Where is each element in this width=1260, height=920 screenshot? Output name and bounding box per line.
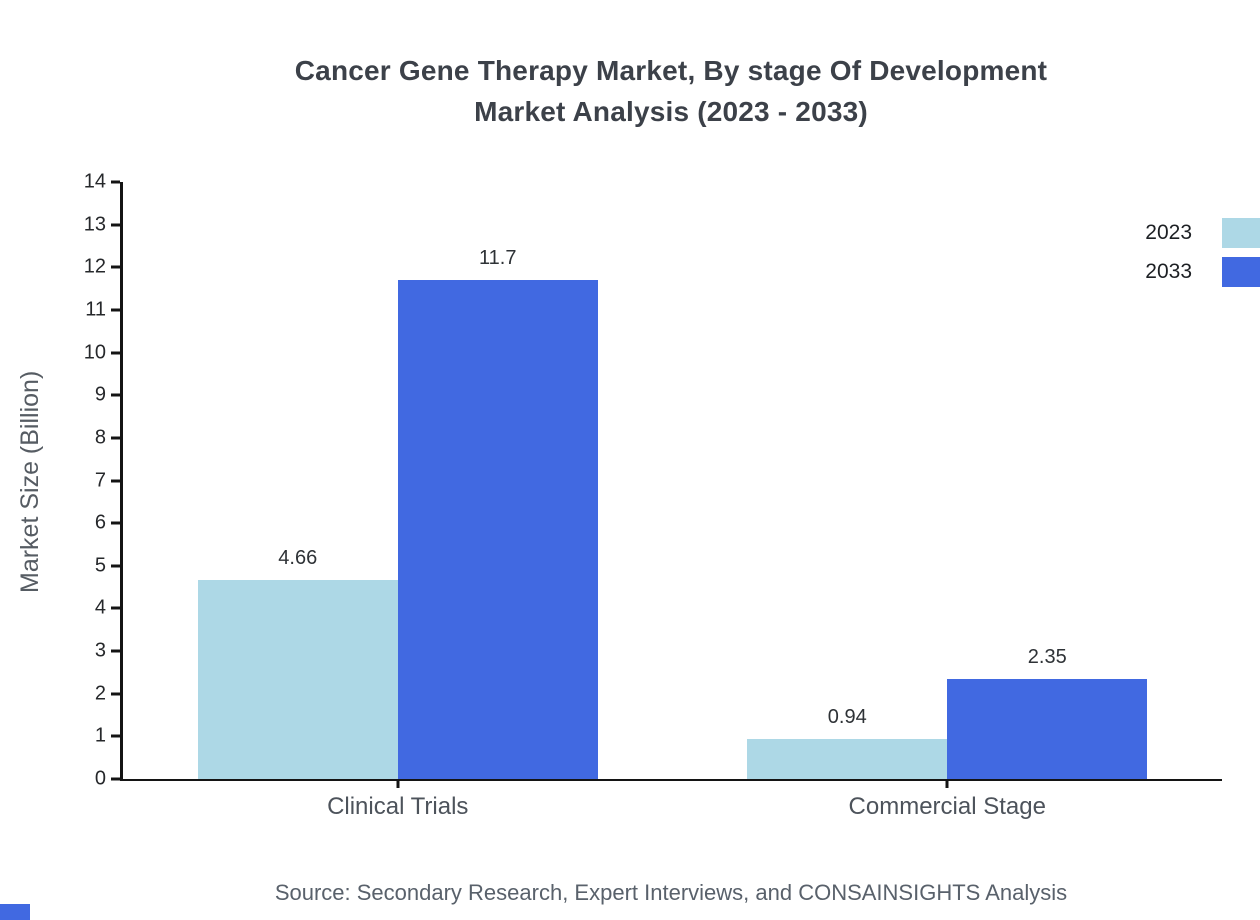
y-tick-mark [111,606,120,610]
y-tick-mark [111,351,120,355]
y-tick-mark [111,436,120,440]
corner-accent [0,904,30,920]
y-tick-label: 13 [83,213,106,236]
y-tick-mark [111,393,120,397]
source-note: Source: Secondary Research, Expert Inter… [274,880,1068,905]
bar-2033-clinical-trials [397,280,598,779]
bar-2023-commercial-stage [747,738,948,779]
y-tick-label: 9 [94,383,106,406]
legend-swatch-icon [1222,218,1260,248]
bar-value-label: 4.66 [278,547,318,570]
legend-label: 2033 [1145,260,1192,283]
y-tick-mark [111,777,120,781]
y-tick-mark [111,265,120,269]
chart-title-line2: Market Analysis (2023 - 2033) [474,96,868,127]
y-tick-label: 4 [94,596,106,619]
y-tick-mark [111,223,120,227]
chart-title: Cancer Gene Therapy Market, By stage Of … [120,50,1222,132]
bar-2023-clinical-trials [197,580,398,779]
y-tick-label: 8 [94,426,106,449]
bar-value-label: 2.35 [1027,645,1067,668]
y-tick-label: 14 [83,170,106,193]
y-tick-label: 6 [94,511,106,534]
y-tick-mark [111,180,120,184]
y-tick-label: 5 [94,554,106,577]
legend: 2023 2033 [1145,218,1260,287]
y-tick-mark [111,521,120,525]
y-tick-mark [111,564,120,568]
y-axis-label: Market Size (Billion) [16,370,44,593]
y-tick-label: 10 [83,341,106,364]
bar-value-label: 11.7 [479,247,517,270]
legend-item-2023: 2023 [1145,218,1260,248]
legend-item-2033: 2033 [1145,257,1260,287]
legend-label: 2023 [1145,221,1192,244]
x-tick-label: Clinical Trials [327,793,469,820]
y-tick-mark [111,692,120,696]
y-tick-label: 1 [94,724,106,747]
y-tick-label: 12 [83,255,106,278]
y-tick-mark [111,308,120,312]
y-tick-mark [111,734,120,738]
y-tick-label: 7 [94,469,106,491]
chart-title-line1: Cancer Gene Therapy Market, By stage Of … [294,55,1048,86]
bar-value-label: 0.94 [827,705,867,728]
y-tick-label: 11 [85,298,106,321]
y-tick-mark [111,649,120,653]
y-tick-label: 3 [94,639,106,662]
y-tick-label: 0 [94,767,106,790]
bar-2033-commercial-stage [947,678,1148,779]
y-tick-mark [111,479,120,482]
plot-area: 0 1 2 3 4 5 6 7 8 9 10 11 12 13 14 Clinical Trials 4.66 1… [84,171,1222,820]
legend-swatch-icon [1222,257,1260,287]
x-tick-label: Commercial Stage [848,793,1046,820]
x-tick-mark [396,779,400,788]
x-tick-mark [945,779,949,788]
y-tick-label: 2 [94,682,106,705]
